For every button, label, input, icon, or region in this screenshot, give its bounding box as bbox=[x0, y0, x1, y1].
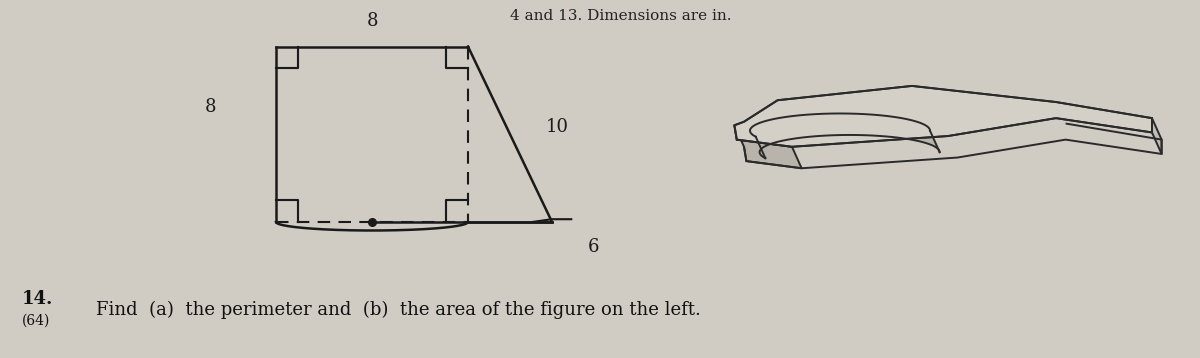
Text: 8: 8 bbox=[204, 98, 216, 116]
Text: 6: 6 bbox=[588, 238, 600, 256]
Polygon shape bbox=[750, 113, 940, 158]
Polygon shape bbox=[734, 125, 802, 168]
Text: Find  (a)  the perimeter and  (b)  the area of the figure on the left.: Find (a) the perimeter and (b) the area … bbox=[96, 301, 701, 319]
Polygon shape bbox=[734, 86, 1152, 147]
Polygon shape bbox=[1152, 118, 1162, 154]
Text: 8: 8 bbox=[366, 13, 378, 30]
Text: 14.: 14. bbox=[22, 290, 53, 308]
Text: 4 and 13. Dimensions are in.: 4 and 13. Dimensions are in. bbox=[510, 9, 732, 23]
Text: (64): (64) bbox=[22, 313, 50, 328]
Text: 10: 10 bbox=[546, 118, 569, 136]
